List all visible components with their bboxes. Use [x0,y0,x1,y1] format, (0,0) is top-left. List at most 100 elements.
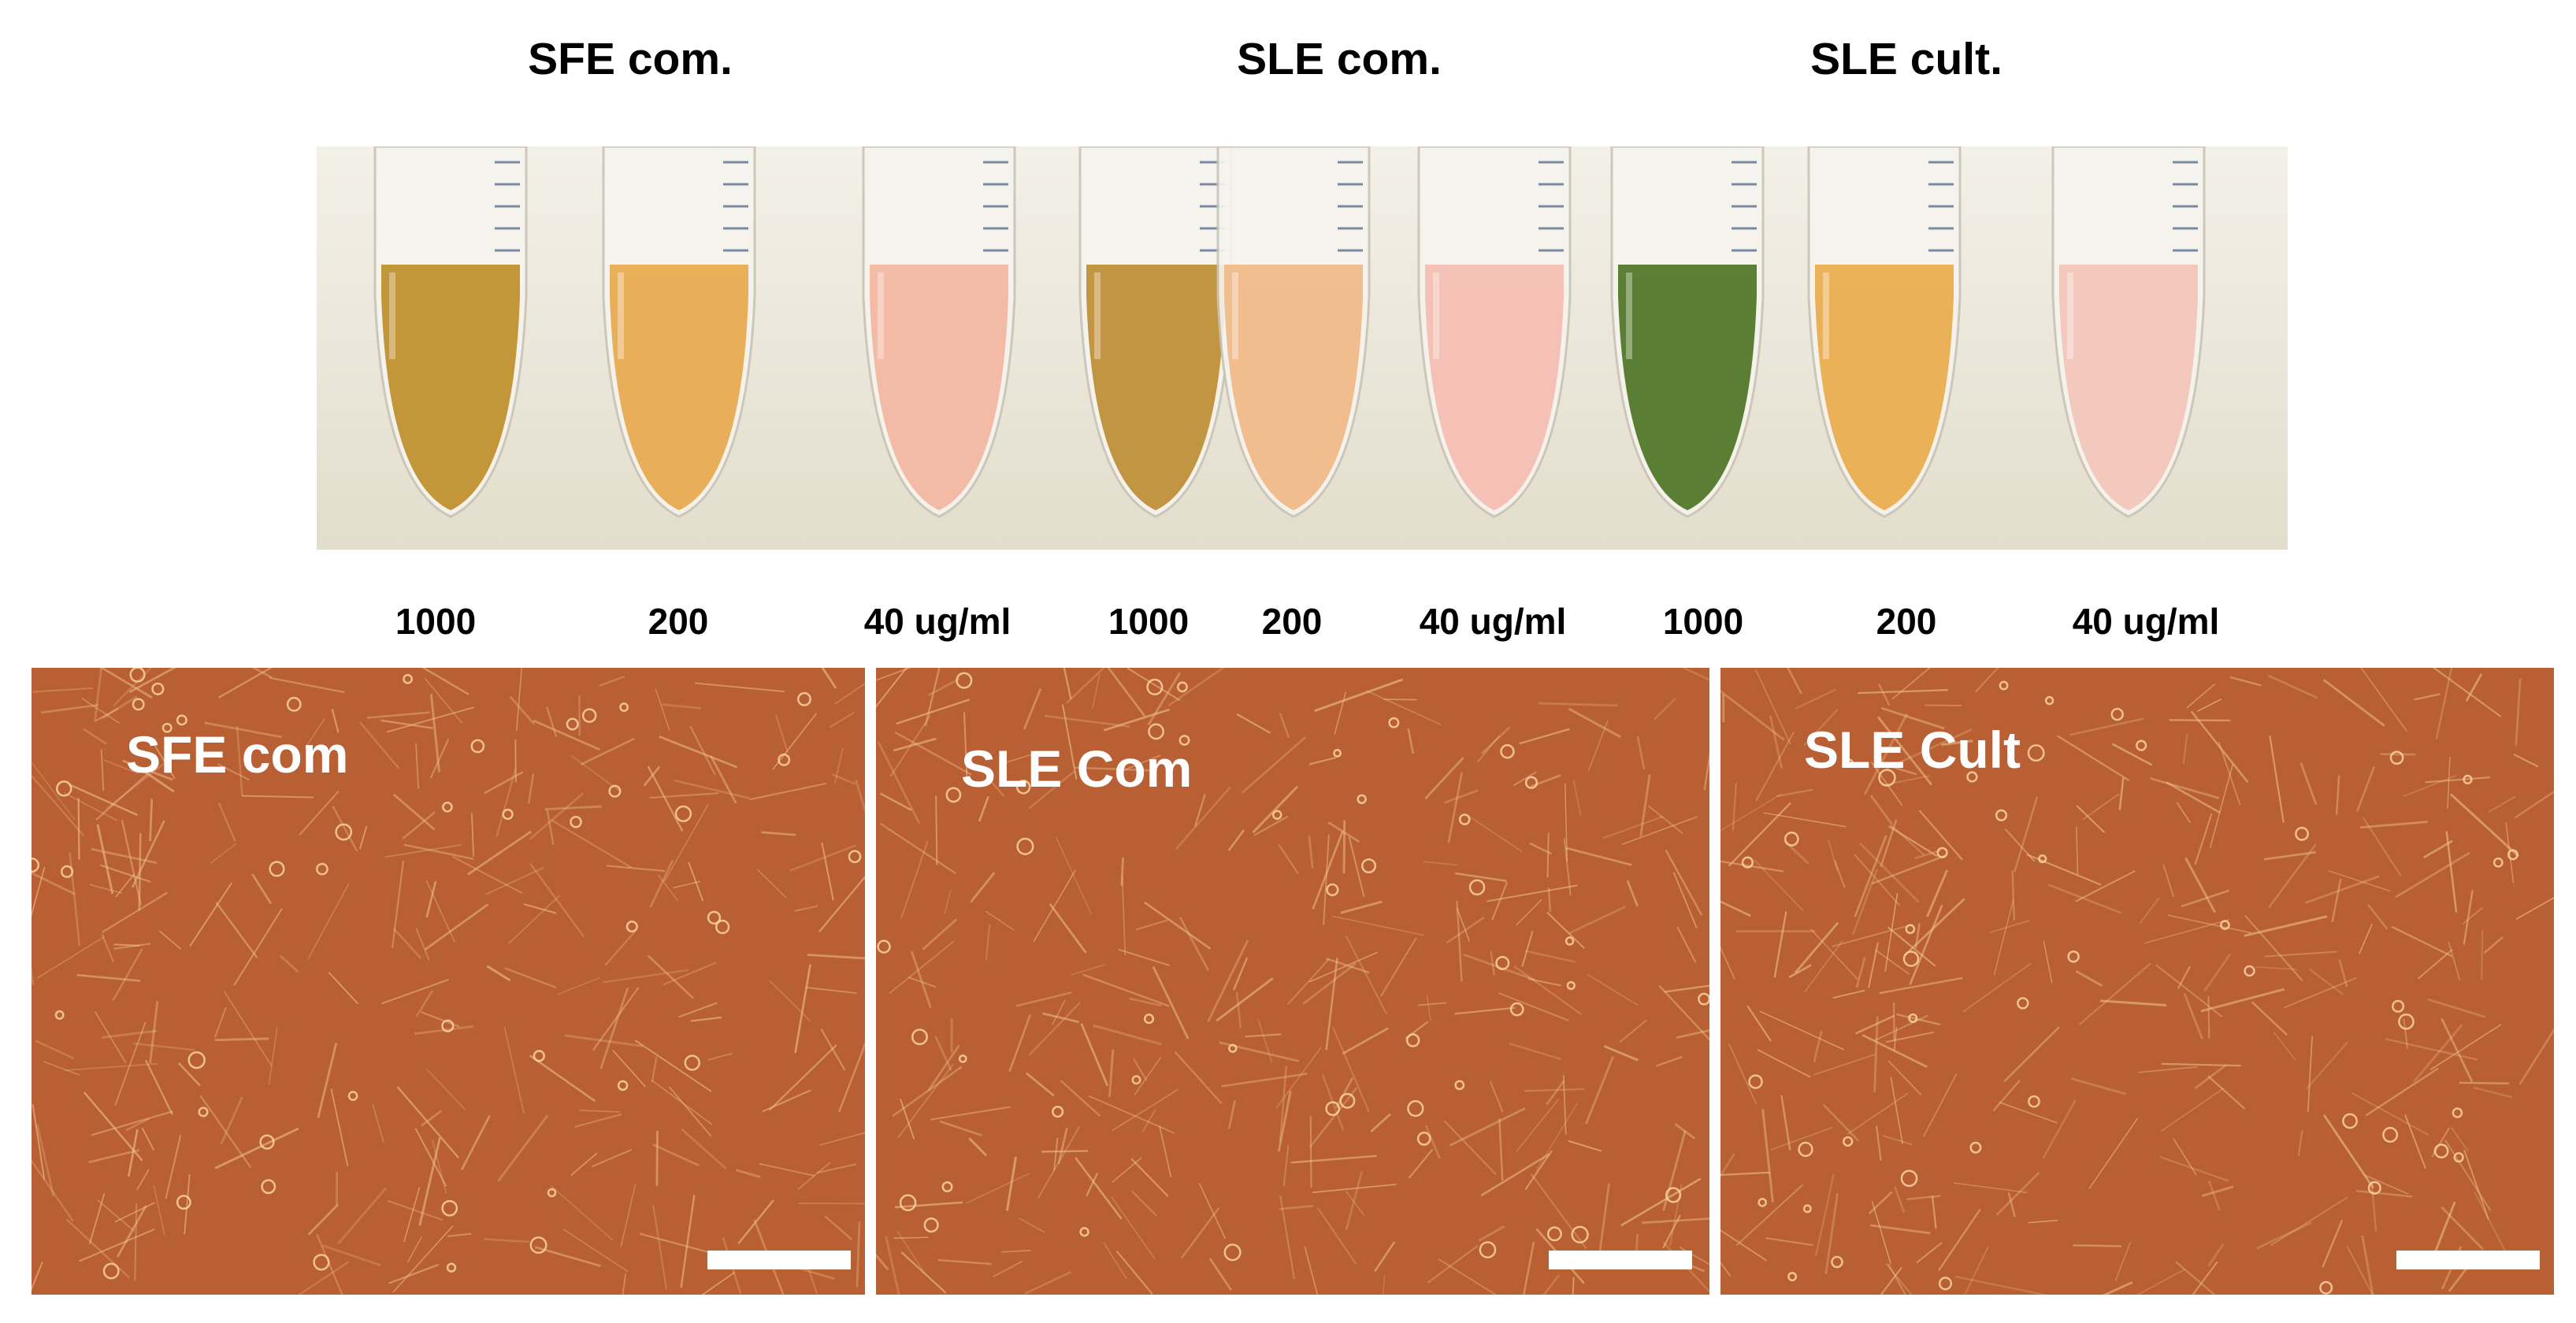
cell-fiber [415,928,430,961]
rounded-cell [441,1199,458,1217]
cell-fiber [1720,1261,1732,1277]
rounded-cell [1565,936,1575,946]
cell-fiber [2441,1206,2484,1251]
cell-fiber [2267,674,2318,699]
cell-fiber [1916,1242,1943,1264]
cell-fiber [2186,683,2216,709]
cell-fiber [2463,890,2474,945]
cell-fiber [1477,735,1501,762]
rounded-cell [625,921,638,933]
cell-fiber [2284,976,2357,1009]
cell-fiber [1060,1080,1101,1117]
cell-fiber [1602,815,1664,839]
cell-fiber [1071,964,1106,976]
cell-fiber [1759,1010,1845,1051]
cell-fiber [2102,1280,2133,1295]
cell-fiber [421,1110,443,1127]
cell-fiber [217,802,236,842]
cell-fiber [551,819,633,869]
cell-fiber [1147,672,1182,726]
cell-fiber [2395,851,2470,899]
cell-fiber [772,713,818,770]
cell-fiber [2514,791,2554,819]
cell-fiber [2078,962,2151,1025]
rounded-cell [2433,1143,2449,1159]
cell-fiber [1824,1193,1839,1275]
cell-fiber [1587,720,1609,772]
cell-fiber [460,1115,491,1171]
cell-fiber [1871,1201,1891,1264]
cell-fiber [1547,888,1551,912]
cell-fiber [485,866,544,895]
cell-fiber [131,820,165,888]
cell-fiber [2082,793,2120,821]
cell-fiber [2403,775,2457,797]
rounded-cell [570,815,582,828]
cell-fiber [414,1128,447,1188]
cell-fiber [612,1050,646,1088]
cell-fiber [2474,1191,2507,1253]
cell-fiber [1180,1206,1220,1259]
cell-fiber [1121,876,1127,956]
cell-fiber [1681,668,1709,681]
cell-fiber [1878,684,1891,706]
cell-fiber [1703,751,1709,791]
cell-fiber [204,721,283,739]
cell-fiber [1728,802,1791,867]
cell-fiber [307,1203,340,1236]
cell-fiber [544,805,602,810]
cell-fiber [2331,878,2342,923]
cell-fiber [177,1062,202,1087]
cell-fiber [570,754,622,792]
cell-fiber [103,759,139,775]
cell-fiber [1086,1173,1099,1196]
rounded-cell [1495,955,1510,970]
cell-fiber [1974,668,1999,693]
cell-fiber [1174,1051,1223,1105]
tube-liquid [2059,265,2198,510]
rounded-cell [1546,1226,1562,1242]
cell-fiber [2270,1196,2348,1247]
rounded-cell [2398,1013,2415,1030]
cell-fiber [2139,897,2160,925]
cell-fiber [649,792,719,799]
cell-fiber [2183,993,2203,1040]
cell-fiber [2299,762,2318,806]
cell-fiber [1456,900,1463,982]
cell-fiber [127,1128,139,1177]
cell-fiber [1962,962,2032,1014]
cell-fiber [1308,835,1314,869]
cell-fiber [32,761,76,821]
conc-label-5: 200 [1261,601,1323,642]
cell-fiber [2176,802,2192,824]
rounded-cell [2389,750,2404,765]
cell-fiber [1795,688,1836,710]
cell-fiber [2028,1219,2058,1224]
cell-fiber [1665,849,1703,916]
cell-fiber [2161,1062,2241,1067]
cell-fiber [466,830,533,876]
cell-fiber [1342,1027,1389,1055]
cell-fiber [1143,901,1212,950]
cell-fiber [877,741,921,825]
cell-fiber [1964,1246,1989,1295]
cell-fiber [1603,1045,1639,1062]
tube-7 [1610,146,1765,518]
cell-fiber [1277,1091,1292,1152]
cell-fiber [1755,732,1795,802]
rounded-cell [1357,794,1367,805]
cell-fiber [1118,948,1171,966]
rounded-cell [1223,1243,1242,1262]
cell-fiber [2449,793,2519,858]
cell-fiber [2256,1221,2312,1250]
cell-fiber [125,1117,150,1132]
cell-fiber [1720,860,1784,873]
cell-fiber [1312,831,1344,910]
cell-fiber [1757,1049,1811,1078]
tube-liquid [1425,265,1564,510]
cell-fiber [775,714,789,753]
cell-fiber [2136,1269,2185,1295]
panel-label: SLE Com [961,739,1193,798]
cell-fiber [900,840,929,919]
cell-fiber [651,1056,658,1082]
